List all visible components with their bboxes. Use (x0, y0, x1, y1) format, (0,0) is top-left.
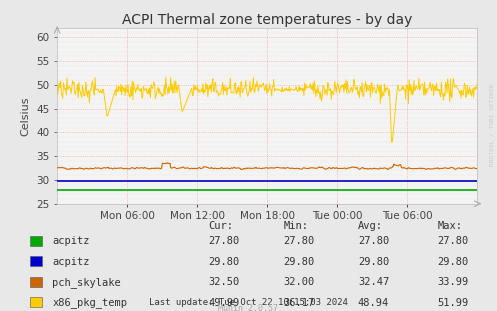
Text: 32.00: 32.00 (283, 277, 315, 287)
Text: 48.94: 48.94 (358, 298, 389, 308)
Text: RRDTOOL / TOBI OETIKER: RRDTOOL / TOBI OETIKER (490, 83, 495, 166)
Text: pch_skylake: pch_skylake (52, 277, 121, 288)
Text: Last update: Tue Oct 22 10:15:03 2024: Last update: Tue Oct 22 10:15:03 2024 (149, 298, 348, 307)
Text: 51.99: 51.99 (437, 298, 469, 308)
Text: acpitz: acpitz (52, 257, 89, 267)
Y-axis label: Celsius: Celsius (21, 96, 31, 136)
Text: 27.80: 27.80 (283, 236, 315, 246)
Bar (30, 235, 42, 246)
Text: Munin 2.0.57: Munin 2.0.57 (219, 304, 278, 311)
Text: 29.80: 29.80 (437, 257, 469, 267)
Bar (30, 256, 42, 266)
Text: 29.80: 29.80 (283, 257, 315, 267)
Text: acpitz: acpitz (52, 236, 89, 246)
Text: 29.80: 29.80 (209, 257, 240, 267)
Text: x86_pkg_temp: x86_pkg_temp (52, 297, 127, 308)
Bar (30, 276, 42, 287)
Text: 32.47: 32.47 (358, 277, 389, 287)
Text: 33.99: 33.99 (437, 277, 469, 287)
Text: 32.50: 32.50 (209, 277, 240, 287)
Text: 36.17: 36.17 (283, 298, 315, 308)
Text: 27.80: 27.80 (437, 236, 469, 246)
Text: Avg:: Avg: (358, 221, 383, 231)
Text: 49.99: 49.99 (209, 298, 240, 308)
Text: Cur:: Cur: (209, 221, 234, 231)
Title: ACPI Thermal zone temperatures - by day: ACPI Thermal zone temperatures - by day (122, 13, 413, 27)
Text: 27.80: 27.80 (209, 236, 240, 246)
Text: Min:: Min: (283, 221, 308, 231)
Text: 27.80: 27.80 (358, 236, 389, 246)
Bar (30, 297, 42, 307)
Text: 29.80: 29.80 (358, 257, 389, 267)
Text: Max:: Max: (437, 221, 462, 231)
